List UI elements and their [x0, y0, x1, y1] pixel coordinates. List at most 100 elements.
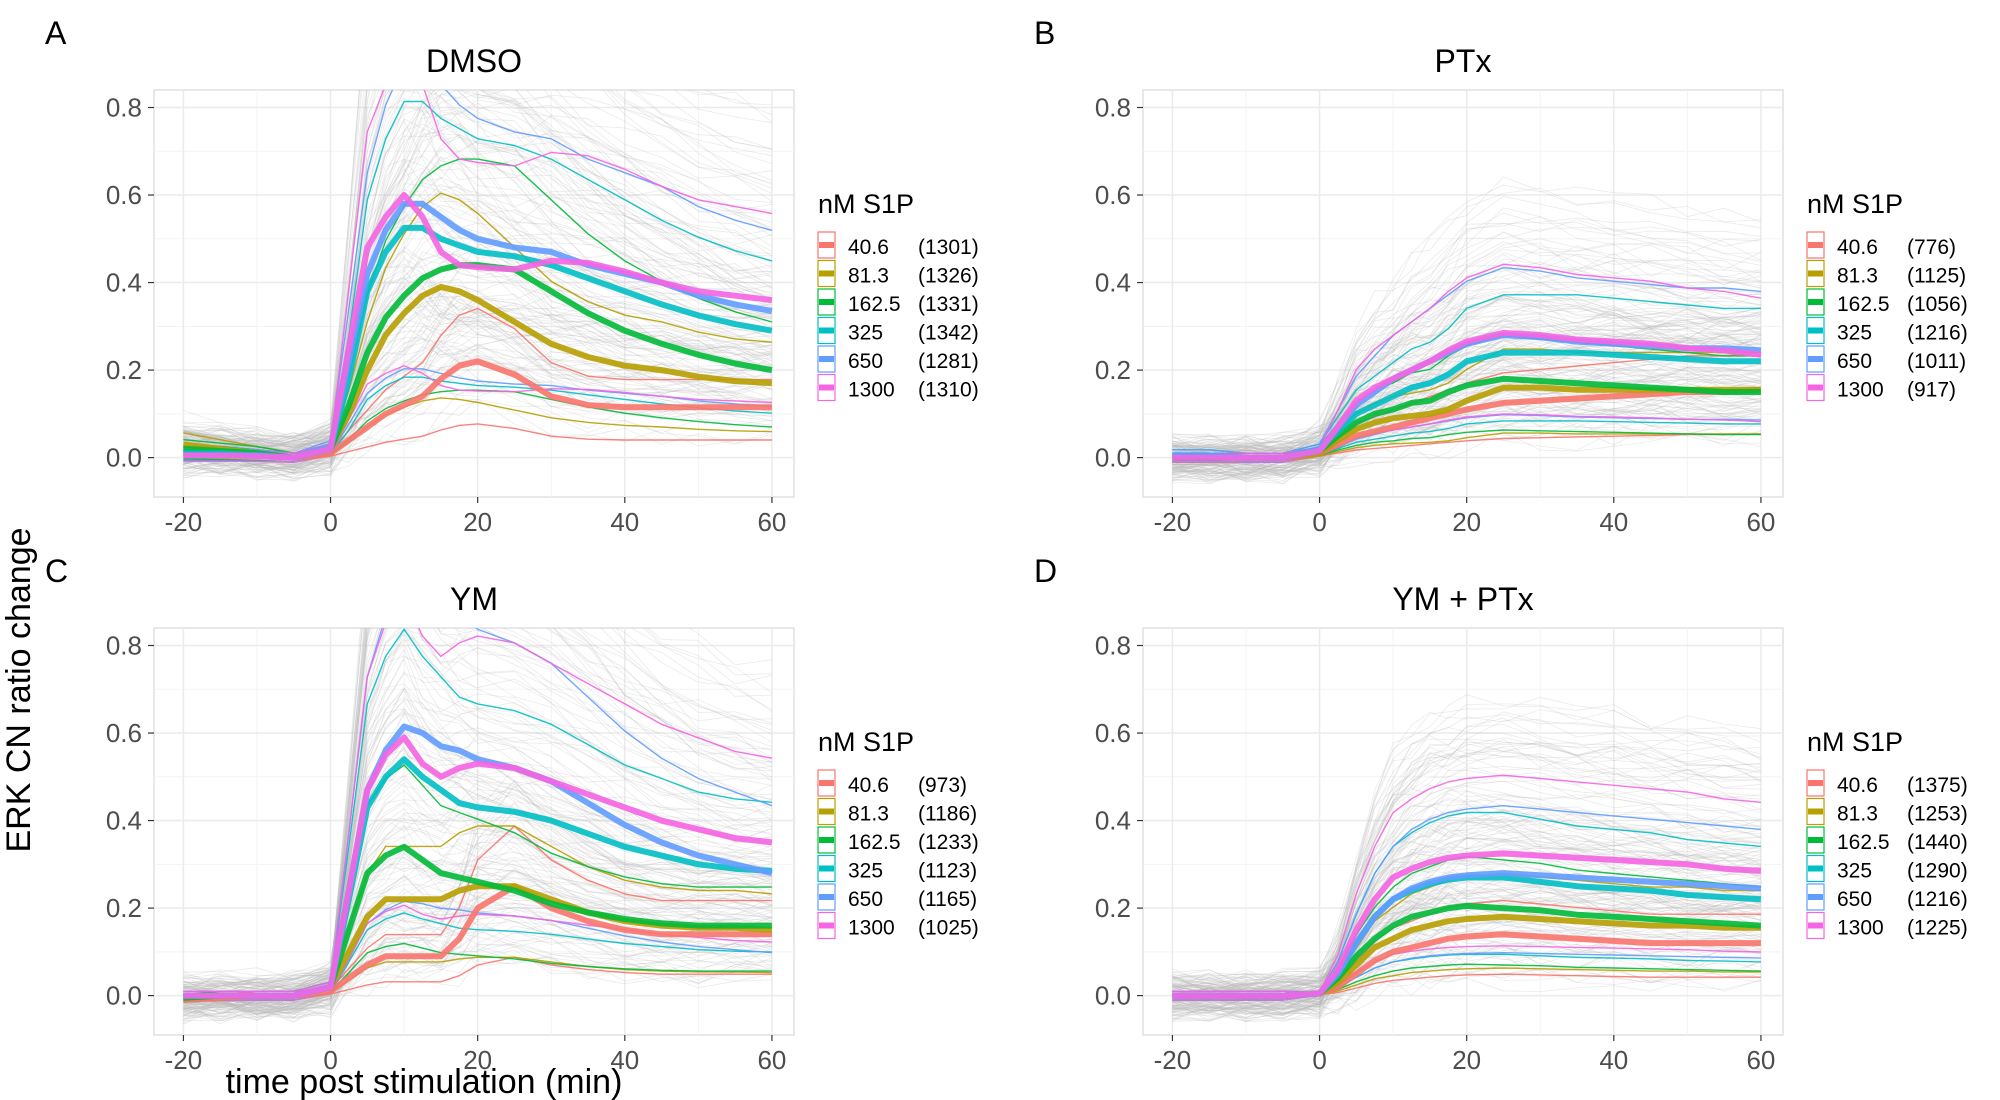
single-cell-trace	[1172, 890, 1761, 997]
single-cell-trace	[1172, 962, 1761, 1022]
legend-count: (1290)	[1907, 860, 1968, 883]
legend-title: nM S1P	[818, 189, 914, 219]
single-cell-trace	[183, 628, 773, 1004]
single-cell-trace	[183, 648, 772, 991]
single-cell-trace	[1172, 709, 1761, 991]
series-lines	[183, 90, 773, 463]
x-tick-label: 60	[757, 507, 786, 537]
minor-gridlines	[154, 628, 794, 1035]
single-cell-trace	[183, 90, 772, 442]
single-cell-trace	[183, 628, 772, 1016]
single-cell-trace	[183, 90, 772, 448]
single-cell-trace	[1172, 803, 1761, 1016]
single-cell-trace	[1172, 258, 1761, 478]
single-cell-trace	[1172, 753, 1761, 1012]
plot-content	[1172, 176, 1762, 485]
single-cell-trace	[1172, 847, 1761, 993]
legend-label: 40.6	[1837, 774, 1878, 797]
single-cell-trace	[183, 247, 772, 450]
single-cell-trace	[183, 628, 773, 988]
single-cell-trace	[183, 859, 772, 978]
single-cell-trace	[183, 276, 772, 468]
single-cell-trace	[1172, 820, 1762, 995]
single-cell-trace	[183, 910, 773, 987]
panel-title: DMSO	[426, 43, 522, 79]
single-cell-trace	[183, 343, 773, 447]
single-cell-trace	[183, 628, 772, 1014]
single-cell-trace	[183, 628, 772, 989]
single-cell-trace	[1172, 323, 1762, 453]
single-cell-trace	[1172, 332, 1762, 479]
single-cell-trace	[1172, 195, 1761, 472]
series-line-1300	[1172, 329, 1762, 461]
single-cell-trace	[1172, 219, 1761, 470]
minor-gridlines	[154, 90, 794, 497]
single-cell-trace	[183, 136, 773, 453]
single-cell-trace	[183, 946, 772, 1021]
single-cell-trace	[1172, 889, 1762, 997]
single-cell-trace	[1172, 886, 1761, 1010]
single-cell-trace	[1172, 313, 1761, 481]
plot-content	[1172, 694, 1762, 1023]
single-cell-trace	[183, 90, 773, 453]
x-axis-label: time post stimulation (min)	[226, 1063, 623, 1100]
legend-count: (1301)	[918, 236, 979, 259]
single-cell-trace	[183, 780, 772, 1011]
single-cell-trace	[183, 106, 773, 470]
single-cell-trace	[1172, 881, 1761, 996]
single-cell-trace	[183, 672, 772, 1015]
single-cell-trace	[1172, 928, 1762, 1015]
single-cell-trace	[1172, 207, 1761, 463]
single-cell-trace	[183, 204, 772, 479]
single-cell-trace	[1172, 951, 1761, 1010]
legend-label: 325	[848, 860, 883, 883]
single-cell-trace	[1172, 814, 1761, 995]
single-cell-trace	[183, 841, 773, 989]
single-cell-trace	[1172, 888, 1761, 1015]
single-cell-trace	[183, 372, 772, 470]
single-cell-trace	[183, 817, 772, 1021]
single-cell-trace	[183, 628, 772, 996]
single-cell-trace	[1172, 977, 1762, 1022]
single-cell-trace	[1172, 340, 1762, 478]
y-tick-label: 0.8	[106, 631, 142, 661]
single-cell-trace	[1172, 390, 1761, 463]
single-cell-trace	[183, 808, 773, 1010]
single-cell-trace	[1172, 265, 1761, 450]
legend-key-1300	[817, 373, 836, 402]
legend-key-162.5	[1806, 288, 1825, 316]
legend-label: 81.3	[1837, 803, 1878, 826]
single-cell-trace	[1172, 724, 1761, 985]
legend-key-81.3	[817, 259, 836, 288]
x-tick-label: 60	[1746, 507, 1775, 537]
single-cell-trace	[1172, 803, 1761, 994]
single-cell-trace	[1172, 941, 1761, 997]
legend-key-81.3	[817, 797, 836, 826]
legend-label: 162.5	[1837, 293, 1890, 316]
single-cell-trace	[1172, 859, 1761, 1019]
single-cell-trace	[1172, 747, 1762, 1012]
single-cell-trace	[183, 917, 772, 1020]
single-cell-trace	[1172, 832, 1761, 1014]
single-cell-trace	[1172, 378, 1761, 455]
single-cell-trace	[183, 90, 773, 450]
single-cell-trace	[183, 794, 772, 1012]
minor-gridlines	[1143, 90, 1783, 497]
panel-letter: D	[1034, 553, 1057, 589]
x-tick-label: 40	[1599, 1045, 1628, 1075]
single-cell-trace	[1172, 694, 1761, 1004]
single-cell-trace	[1172, 938, 1762, 1016]
legend-count: (1440)	[1907, 831, 1968, 854]
series-quantile-line-1300	[183, 628, 773, 992]
legend-label: 1300	[848, 917, 895, 940]
single-cell-trace	[183, 878, 772, 1000]
legend-key-325	[1806, 316, 1825, 345]
single-cell-trace	[183, 908, 772, 1019]
single-cell-trace	[1172, 889, 1762, 989]
series-quantile-line-1300	[1172, 263, 1762, 454]
single-cell-trace	[183, 861, 773, 1015]
single-cell-trace	[183, 366, 772, 456]
single-cell-trace	[1172, 383, 1761, 479]
single-cell-trace	[1172, 874, 1761, 996]
